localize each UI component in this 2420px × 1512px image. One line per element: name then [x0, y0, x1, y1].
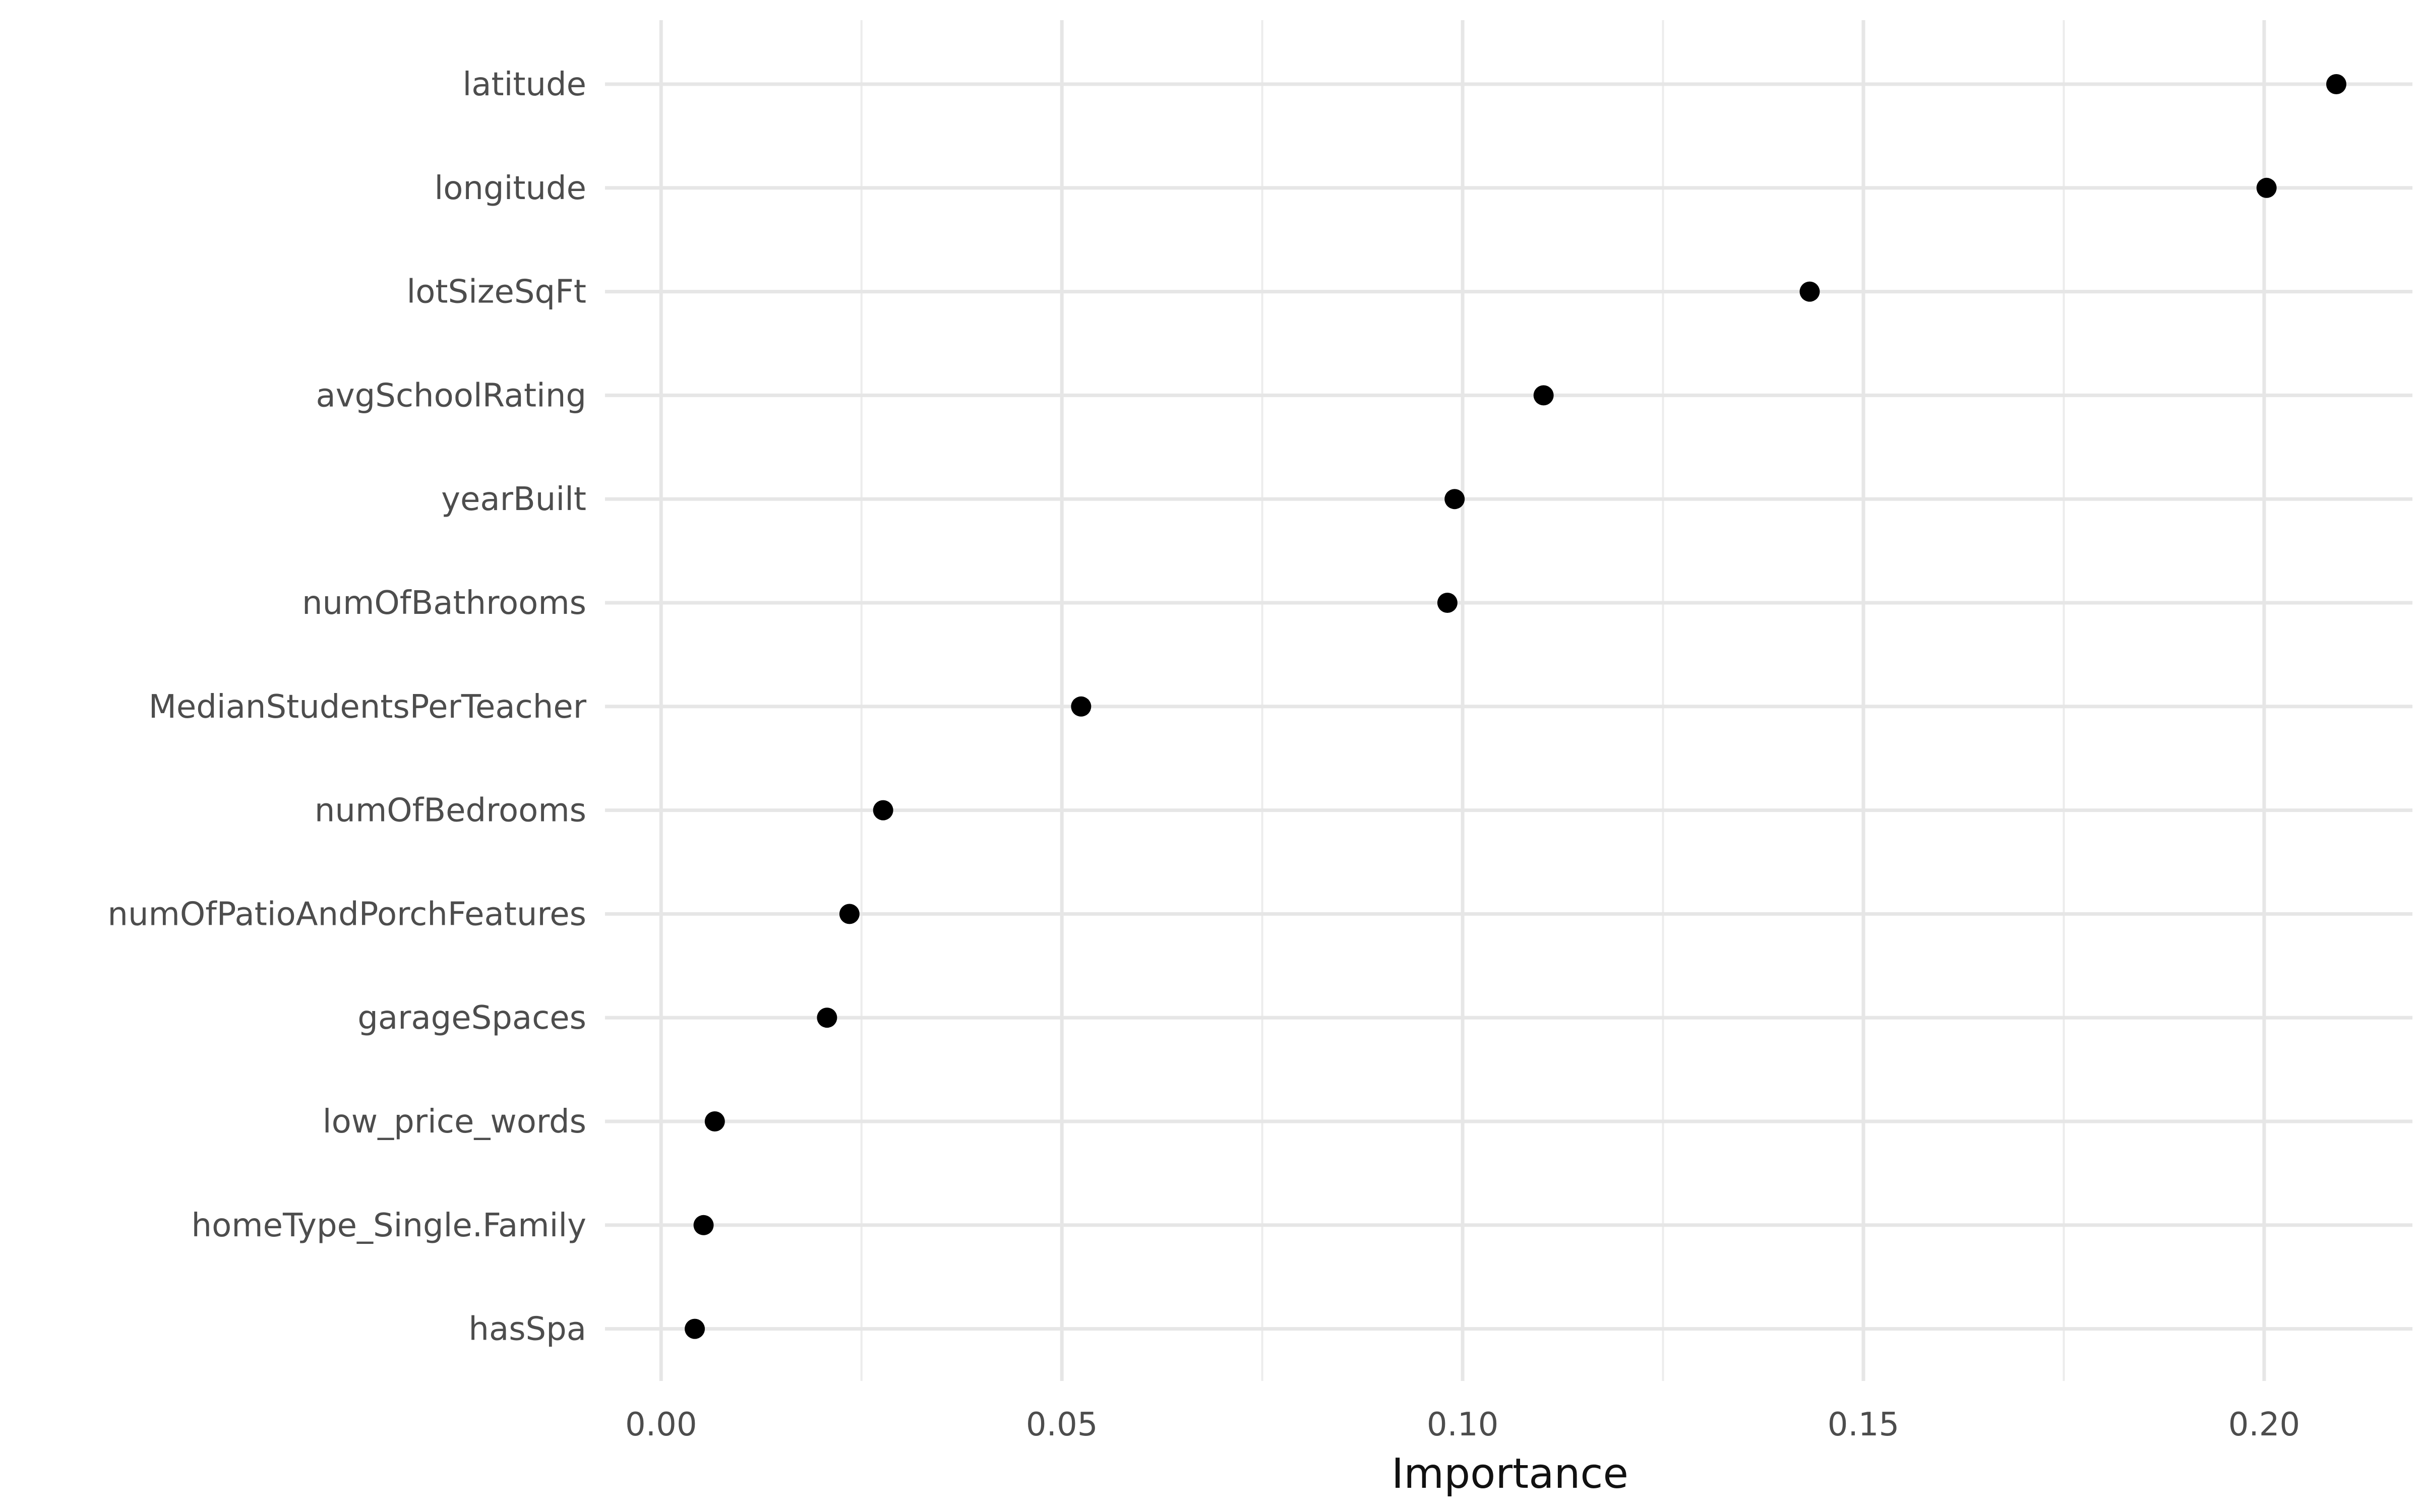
data-point [1799, 281, 1820, 302]
y-tick-label: lotSizeSqFt [406, 274, 586, 311]
y-tick-label: avgSchoolRating [316, 377, 586, 414]
data-point [2256, 177, 2277, 198]
x-axis-labels: 0.00 0.05 0.10 0.15 0.20 [625, 1406, 2300, 1443]
y-tick-label: MedianStudentsPerTeacher [149, 688, 587, 726]
x-tick-label: 0.10 [1427, 1406, 1499, 1443]
x-tick-label: 0.05 [1026, 1406, 1098, 1443]
data-point [2326, 74, 2346, 94]
y-axis-labels: latitude longitude lotSizeSqFt avgSchoolRat… [107, 66, 586, 1348]
y-tick-label: homeType_Single.Family [192, 1207, 586, 1244]
data-point [839, 904, 860, 924]
data-point [1071, 696, 1092, 717]
data-point [693, 1215, 714, 1235]
data-point [817, 1007, 837, 1028]
y-tick-label: latitude [462, 66, 586, 103]
y-tick-label: garageSpaces [357, 999, 586, 1037]
y-tick-label: hasSpa [468, 1311, 586, 1348]
data-point [873, 800, 893, 821]
x-tick-label: 0.20 [2228, 1406, 2301, 1443]
data-points [685, 74, 2346, 1339]
x-tick-label: 0.15 [1828, 1406, 1900, 1443]
data-point [704, 1111, 725, 1131]
y-tick-label: low_price_words [323, 1103, 586, 1141]
data-point [1437, 593, 1458, 613]
grid-lines [605, 20, 2412, 1381]
y-tick-label: numOfBathrooms [302, 585, 586, 622]
data-point [1533, 385, 1554, 406]
x-axis-title: Importance [1392, 1450, 1628, 1498]
y-tick-label: numOfBedrooms [315, 792, 586, 830]
x-tick-label: 0.00 [625, 1406, 697, 1443]
y-tick-label: longitude [434, 170, 586, 207]
data-point [685, 1318, 705, 1339]
y-tick-label: yearBuilt [441, 481, 586, 518]
y-tick-label: numOfPatioAndPorchFeatures [107, 896, 586, 933]
data-point [1444, 489, 1465, 510]
